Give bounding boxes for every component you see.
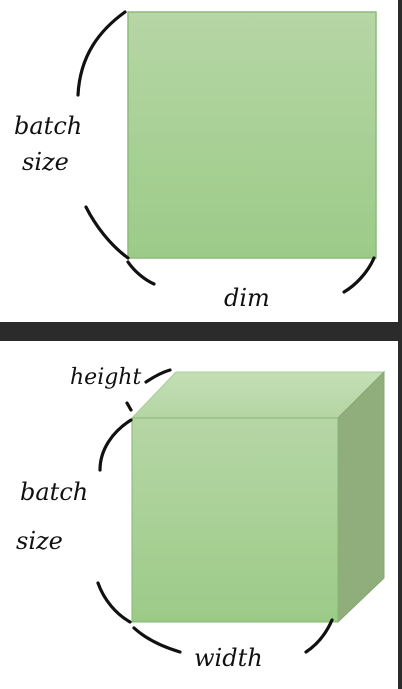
- panel-divider: [0, 322, 402, 341]
- width-brace-right: [304, 618, 334, 654]
- batch-size-brace-upper: [76, 10, 127, 97]
- label-size-3d: size: [16, 527, 63, 555]
- label-batch-3d: batch: [20, 478, 88, 506]
- label-dim: dim: [224, 284, 270, 312]
- label-batch: batch: [14, 112, 82, 140]
- batch-size-brace-lower-3d: [96, 581, 132, 624]
- height-brace-tick: [125, 401, 133, 412]
- diagram-2d: batch size dim: [14, 10, 377, 312]
- dim-brace-left: [126, 260, 156, 286]
- diagram-3d: height batch size width: [16, 365, 386, 672]
- batch-size-brace-lower: [84, 205, 130, 260]
- label-width: width: [194, 644, 263, 672]
- matrix-square: [127, 11, 377, 259]
- batch-size-brace-upper-3d: [98, 418, 133, 472]
- right-edge-bar: [398, 0, 402, 689]
- width-brace-left: [132, 626, 182, 654]
- label-height: height: [70, 365, 141, 390]
- label-size: size: [22, 148, 69, 176]
- cube-front-face: [131, 417, 339, 623]
- height-brace-stroke: [144, 368, 172, 384]
- dim-brace-right: [342, 256, 376, 294]
